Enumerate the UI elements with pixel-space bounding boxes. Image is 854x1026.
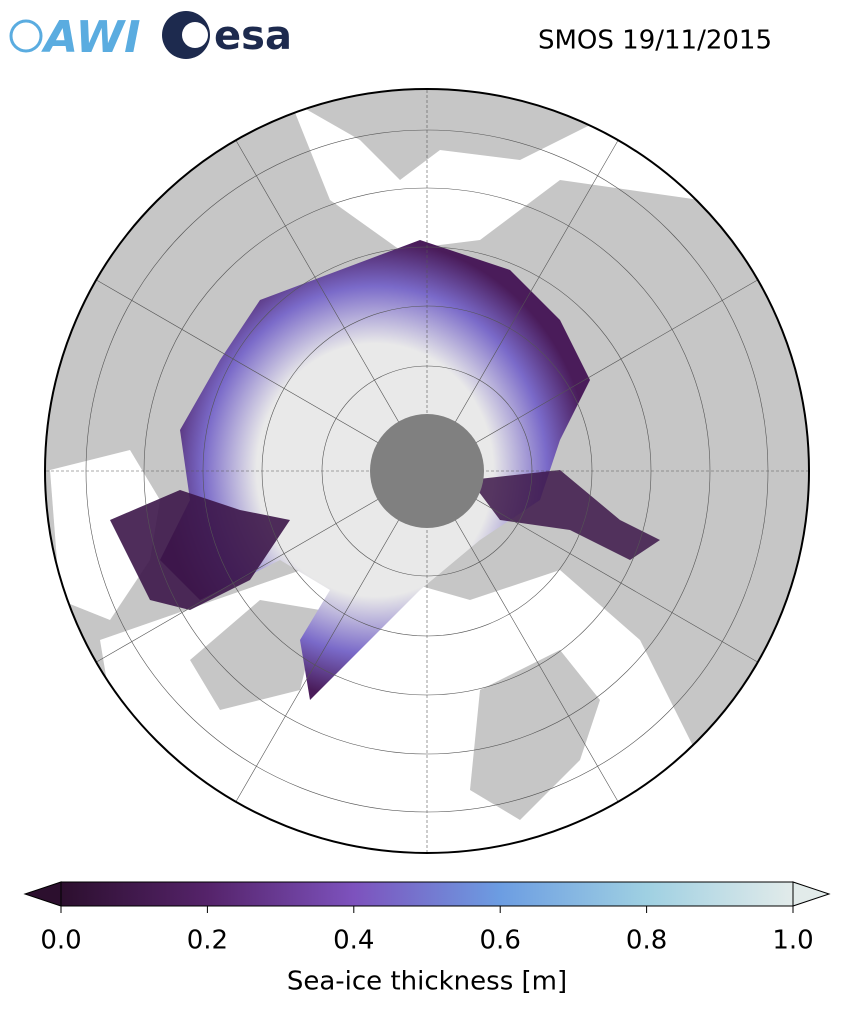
map-border <box>44 88 810 854</box>
colorbar-tick-label: 0.0 <box>40 926 81 956</box>
colorbar-tick-label: 0.2 <box>187 926 228 956</box>
awi-logo: AWI <box>9 12 141 63</box>
pole-hole <box>370 414 484 528</box>
logo-text: AWI <box>41 12 141 63</box>
esa-logo: esa <box>162 11 292 59</box>
colorbar-ramp <box>60 881 794 907</box>
colorbar-tick-label: 0.8 <box>626 926 667 956</box>
colorbar-label: Sea-ice thickness [m] <box>287 967 567 997</box>
map <box>45 89 809 853</box>
colorbar-extend-low <box>23 881 62 907</box>
colorbar-extend-high <box>792 881 831 907</box>
map-title: SMOS 19/11/2015 <box>538 26 772 56</box>
colorbar: Sea-ice thickness [m] 0.0 0.2 0.4 0.6 0.8 1.0 <box>23 881 831 997</box>
colorbar-tick-label: 0.4 <box>333 926 374 956</box>
colorbar-tick-label: 0.6 <box>480 926 521 956</box>
colorbar-tick-label: 1.0 <box>772 926 813 956</box>
logo-text: esa <box>214 13 292 59</box>
